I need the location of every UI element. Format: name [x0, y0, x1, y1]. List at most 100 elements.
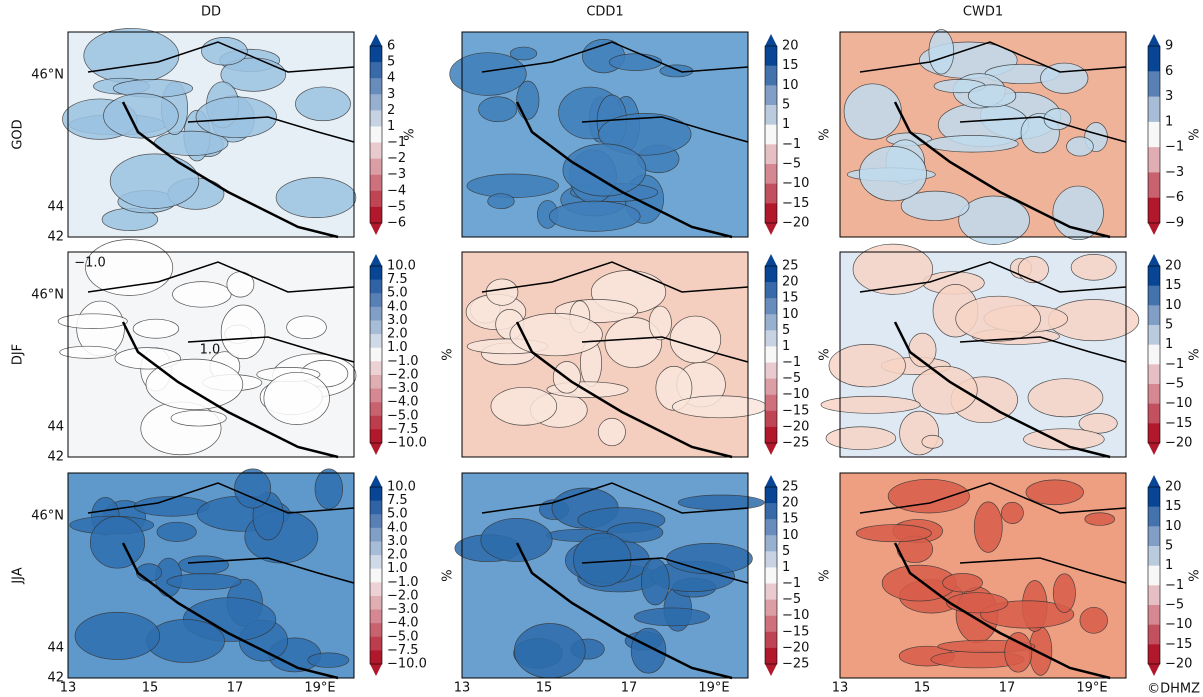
- contour-region: [490, 386, 558, 426]
- colorbar-segment: [370, 541, 382, 556]
- colorbar-label: 20: [782, 496, 799, 511]
- colorbar-extend: [765, 34, 777, 46]
- contour-region: [83, 28, 180, 84]
- contour-region: [1066, 136, 1094, 157]
- colorbar-label: −10.0: [387, 436, 427, 451]
- colorbar-label: 10: [782, 307, 799, 322]
- y-tick-label: 46°N: [31, 68, 64, 83]
- border: [187, 557, 355, 584]
- contour-region: [942, 573, 983, 593]
- colorbar-segment: [370, 636, 382, 651]
- y-tick-label: 44: [47, 200, 64, 215]
- colorbar-segment: [370, 46, 382, 63]
- border: [187, 336, 355, 363]
- colorbar-extend: [765, 475, 777, 487]
- colorbar-label: −1: [1165, 578, 1184, 593]
- colorbar-frame: [1147, 265, 1161, 444]
- colorbar-segment: [765, 567, 777, 585]
- contour-region: [928, 29, 955, 75]
- contour-region: [633, 607, 710, 627]
- contour-region: [466, 173, 559, 198]
- contour-region: [275, 177, 357, 219]
- colorbar-label: 1: [782, 560, 790, 575]
- colorbar-label: 25: [782, 480, 799, 495]
- colorbar-label: −10.0: [387, 657, 427, 672]
- unit-label: %: [818, 348, 833, 360]
- colorbar-extend: [370, 443, 382, 455]
- colorbar-segment: [1148, 71, 1160, 98]
- colorbar-segment: [1148, 325, 1160, 346]
- contour-region: [630, 627, 667, 674]
- colorbar-label: 20: [782, 275, 799, 290]
- contour-region: [900, 190, 970, 221]
- map-panel: [820, 243, 1140, 459]
- colorbar-label: −1.0: [387, 354, 419, 369]
- contour-region: [57, 313, 128, 329]
- x-tick-label: 13: [832, 681, 849, 696]
- contour-region: [946, 592, 1009, 614]
- colorbar-segment: [1148, 285, 1160, 306]
- colorbar-label: 10.0: [387, 259, 416, 274]
- colorbar-label: 1: [387, 119, 395, 134]
- map-frame: [839, 472, 1127, 679]
- contour-region: [177, 555, 229, 575]
- colorbar-label: −25: [782, 657, 809, 672]
- colorbar-extend: [370, 475, 382, 487]
- contour-region: [135, 563, 163, 582]
- colorbar-segment: [370, 266, 382, 281]
- colorbar-label: −3: [1165, 165, 1184, 180]
- x-tick-label: 19°E: [1076, 681, 1107, 696]
- colorbar-segment: [765, 487, 777, 504]
- border: [859, 41, 1127, 73]
- contour-region: [1070, 254, 1117, 281]
- contour-region: [478, 96, 518, 123]
- x-tick-label: 13: [60, 681, 77, 696]
- coastline: [121, 321, 339, 459]
- map-panel: [67, 468, 355, 680]
- colorbar-label: −15: [782, 403, 809, 418]
- colorbar-label: −3.0: [387, 602, 419, 617]
- colorbar-extend: [1148, 443, 1160, 455]
- colorbar-segment: [370, 361, 382, 376]
- colorbar-segment: [1148, 644, 1160, 665]
- map-frame: [67, 472, 355, 679]
- colorbar-segment: [370, 206, 382, 224]
- coastline: [893, 321, 1111, 459]
- colorbar-label: −5: [1165, 598, 1184, 613]
- border: [481, 41, 749, 73]
- colorbar-label: −5: [782, 157, 801, 172]
- x-tick-label: 17: [227, 681, 244, 696]
- border: [187, 116, 355, 143]
- colorbar-label: −20: [782, 216, 809, 231]
- contour-region: [166, 573, 242, 591]
- colorbar-segment: [1148, 565, 1160, 586]
- contour-region: [307, 652, 350, 668]
- colorbar-segment: [765, 599, 777, 617]
- contour-region: [1078, 413, 1118, 434]
- colorbar-label: −1: [1165, 140, 1184, 155]
- colorbar-label: −7.5: [387, 422, 419, 437]
- colorbar-label: −3.0: [387, 381, 419, 396]
- colorbar-extend: [370, 34, 382, 46]
- colorbar-segment: [1148, 605, 1160, 626]
- colorbar-segment: [1148, 344, 1160, 365]
- colorbar-label: 4: [387, 71, 395, 86]
- colorbar-label: 15: [782, 291, 799, 306]
- colorbar-segment: [765, 519, 777, 536]
- colorbar-extend: [370, 664, 382, 676]
- colorbar-label: 1: [782, 117, 790, 132]
- x-tick-label: 19°E: [698, 681, 729, 696]
- contour-region: [1028, 626, 1053, 676]
- unit-label: %: [441, 348, 456, 360]
- colorbar-label: 5: [387, 55, 395, 70]
- colorbar-label: 2: [387, 103, 395, 118]
- contour-region: [655, 365, 693, 411]
- colorbar-frame: [764, 486, 778, 665]
- colorbar-segment: [370, 174, 382, 192]
- map-frame: [67, 251, 355, 458]
- contour-region: [509, 46, 538, 61]
- contour-region: [1025, 479, 1084, 506]
- colorbar-label: 15: [1165, 499, 1182, 514]
- colorbar-label: −10: [1165, 617, 1192, 632]
- coastline: [121, 101, 339, 239]
